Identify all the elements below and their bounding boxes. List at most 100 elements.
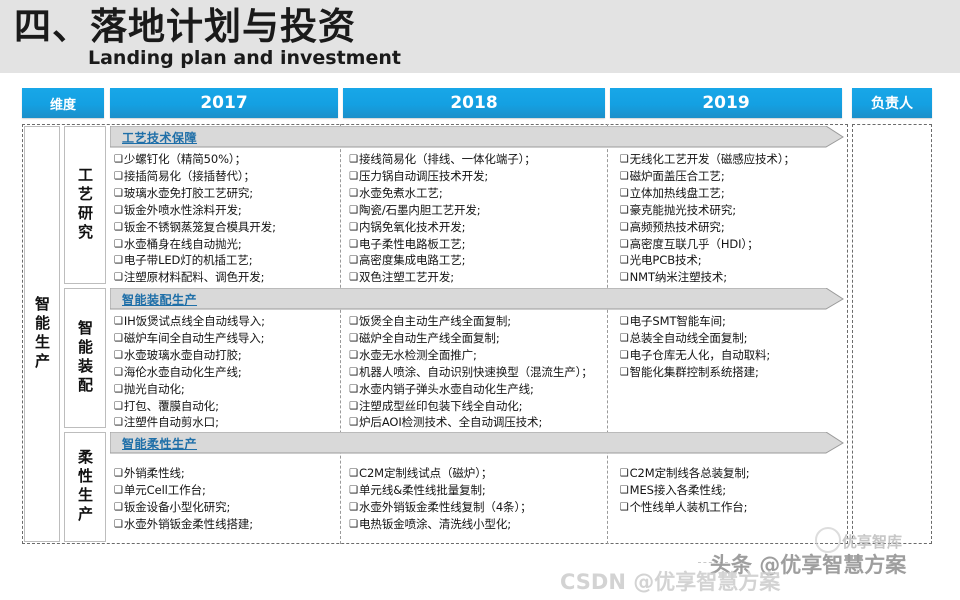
section-banner-assembly-label: 智能装配生产 <box>122 293 198 307</box>
list-item-text: 炉后AOI检测技术、全自动调压技术; <box>359 415 543 430</box>
section-flexible-col-2019: ❑C2M定制线各总装复制; ❑MES接入各柔性线; ❑个性线单人装机工作台; <box>612 466 844 534</box>
header-dimension: 维度 <box>22 88 104 118</box>
watermark-toutiao: 头条 @优享智慧方案 <box>710 553 907 577</box>
list-item-text: 饭煲全自主动生产线全面复制; <box>359 314 512 328</box>
banner-arrow-shape <box>110 432 844 454</box>
section-flexible-col-2017: ❑外销柔性线; ❑单元Cell工作台; ❑钣金设备小型化研究; ❑水壶外销钣金柔… <box>110 466 343 534</box>
header-owner: 负责人 <box>852 88 932 118</box>
checkbox-icon: ❑ <box>349 170 359 182</box>
list-item-text: C2M定制线试点（磁炉）； <box>359 466 493 480</box>
list-item: ❑NMT纳米注塑技术; <box>620 270 844 287</box>
list-item: ❑光电PCB技术; <box>620 253 844 270</box>
row-label-main: 智能生产 <box>24 126 60 542</box>
list-item: ❑MES接入各柔性线; <box>620 483 844 500</box>
list-item: ❑磁炉面盖压合工艺; <box>620 169 844 186</box>
checkbox-icon: ❑ <box>619 349 629 361</box>
checkbox-icon: ❑ <box>114 518 123 530</box>
list-item: ❑注塑件自动剪水口; <box>114 415 343 432</box>
list-item: ❑钣金设备小型化研究; <box>114 500 343 517</box>
list-item: ❑水壶内销子弹头水壶自动化生产线; <box>349 382 612 399</box>
list-item-text: 水壶桶身在线自动抛光; <box>123 236 242 251</box>
page-title-en: Landing plan and investment <box>88 47 401 69</box>
item-list: ❑少螺钉化（精简50%）； ❑接插简易化（接插替代）； ❑玻璃水壶免打胶工艺研究… <box>114 152 343 304</box>
checkbox-icon: ❑ <box>114 316 123 327</box>
checkbox-icon: ❑ <box>114 468 123 479</box>
list-item: ❑智能化集群控制系统搭建; <box>620 365 844 382</box>
list-item-text: 双色注塑工艺开发; <box>359 270 455 285</box>
section-craft-col-2019: ❑无线化工艺开发（磁感应技术）； ❑磁炉面盖压合工艺; ❑立体加热线盘工艺; ❑… <box>612 152 844 304</box>
list-item-text: 少螺钉化（精简50%）； <box>123 152 246 166</box>
row-label-flexible-text: 柔性生产 <box>76 449 94 525</box>
list-item: ❑打包、覆膜自动化; <box>114 399 343 416</box>
list-item-text: 电热钣金喷涂、清洗线小型化; <box>359 516 512 531</box>
list-item-text: 注塑原材料配料、调色开发; <box>123 270 265 285</box>
checkbox-icon: ❑ <box>619 316 629 327</box>
checkbox-icon: ❑ <box>619 272 629 284</box>
section-craft-col-2018: ❑接线简易化（排线、一体化端子）； ❑压力锅自动调压技术开发; ❑水壶免煮水工艺… <box>343 152 612 304</box>
checkbox-icon: ❑ <box>619 501 629 513</box>
row-label-craft-text: 工艺研究 <box>76 167 94 243</box>
list-item: ❑钣金不锈钢蒸笼复合模具开发; <box>114 220 343 237</box>
checkbox-icon: ❑ <box>349 468 359 479</box>
list-item-text: 内锅免氧化技术开发; <box>359 219 466 234</box>
checkbox-icon: ❑ <box>619 170 629 182</box>
checkbox-icon: ❑ <box>114 272 123 284</box>
list-item-text: 总装全自动线全面复制; <box>629 330 748 345</box>
checkbox-icon: ❑ <box>114 366 123 378</box>
section-flexible-columns: ❑外销柔性线; ❑单元Cell工作台; ❑钣金设备小型化研究; ❑水壶外销钣金柔… <box>110 466 844 534</box>
list-item-text: 接插简易化（接插替代）； <box>123 168 255 183</box>
list-item: ❑接插简易化（接插替代）； <box>114 169 343 186</box>
list-item-text: 水壶无水检测全面推广; <box>359 347 477 362</box>
row-label-flexible: 柔性生产 <box>64 432 106 542</box>
column-separator-2018-2019 <box>607 124 608 544</box>
checkbox-icon: ❑ <box>619 221 629 233</box>
list-item: ❑单元线&柔性线批量复制; <box>349 483 612 500</box>
list-item-text: 光电PCB技术; <box>629 253 702 268</box>
list-item-text: 玻璃水壶免打胶工艺研究; <box>123 185 254 200</box>
list-item: ❑机器人喷涂、自动识别快速换型（混流生产）； <box>349 365 612 382</box>
row-label-main-text: 智能生产 <box>33 296 51 372</box>
checkbox-icon: ❑ <box>619 484 629 496</box>
item-list: ❑C2M定制线各总装复制; ❑MES接入各柔性线; ❑个性线单人装机工作台; <box>620 466 844 517</box>
list-item-text: 水壶免煮水工艺; <box>359 185 443 200</box>
list-item-text: 注塑件自动剪水口; <box>123 415 219 430</box>
checkbox-icon: ❑ <box>114 154 123 165</box>
checkbox-icon: ❑ <box>114 170 123 182</box>
checkbox-icon: ❑ <box>619 468 629 479</box>
list-item: ❑C2M定制线试点（磁炉）； <box>349 466 612 483</box>
list-item: ❑玻璃水壶免打胶工艺研究; <box>114 186 343 203</box>
section-assembly-col-2017: ❑IH饭煲试点线全自动线导入; ❑磁炉车间全自动生产线导入; ❑水壶玻璃水壶自动… <box>110 314 343 432</box>
list-item-text: 水壶外销钣金柔性线搭建; <box>123 516 254 531</box>
checkbox-icon: ❑ <box>619 255 629 267</box>
banner-arrow-shape <box>110 126 844 148</box>
list-item-text: 压力锅自动调压技术开发; <box>359 168 489 183</box>
section-craft-columns: ❑少螺钉化（精简50%）； ❑接插简易化（接插替代）； ❑玻璃水壶免打胶工艺研究… <box>110 152 844 304</box>
watermark-csdn: CSDN @优享智慧方案 <box>560 570 781 594</box>
list-item: ❑磁炉车间全自动生产线导入; <box>114 331 343 348</box>
checkbox-icon: ❑ <box>114 400 123 412</box>
list-item-text: 注塑成型丝印包装下线全自动化; <box>359 398 523 413</box>
checkbox-icon: ❑ <box>349 417 359 429</box>
list-item-text: NMT纳米注塑技术; <box>629 270 728 285</box>
header-year-2018: 2018 <box>343 88 605 118</box>
checkbox-icon: ❑ <box>349 272 359 284</box>
list-item: ❑海伦水壶自动化生产线; <box>114 365 343 382</box>
list-item-text: 智能化集群控制系统搭建; <box>629 364 759 379</box>
list-item: ❑立体加热线盘工艺; <box>620 186 844 203</box>
list-item: ❑注塑成型丝印包装下线全自动化; <box>349 399 612 416</box>
checkbox-icon: ❑ <box>349 187 359 199</box>
list-item: ❑磁炉全自动生产线全面复制; <box>349 331 612 348</box>
list-item: ❑水壶玻璃水壶自动打胶; <box>114 348 343 365</box>
checkbox-icon: ❑ <box>114 255 123 267</box>
column-separator-2017-2018 <box>340 124 341 544</box>
list-item: ❑接线简易化（排线、一体化端子）； <box>349 152 612 169</box>
list-item: ❑豪克能抛光技术研究; <box>620 203 844 220</box>
list-item: ❑水壶外销钣金柔性线复制（4条）； <box>349 500 612 517</box>
checkbox-icon: ❑ <box>619 187 629 199</box>
list-item: ❑高密度集成电路工艺; <box>349 253 612 270</box>
checkbox-icon: ❑ <box>349 204 359 216</box>
list-item: ❑无线化工艺开发（磁感应技术）； <box>620 152 844 169</box>
checkbox-icon: ❑ <box>114 383 123 395</box>
list-item-text: 抛光自动化; <box>123 381 185 396</box>
item-list: ❑外销柔性线; ❑单元Cell工作台; ❑钣金设备小型化研究; ❑水壶外销钣金柔… <box>114 466 343 534</box>
